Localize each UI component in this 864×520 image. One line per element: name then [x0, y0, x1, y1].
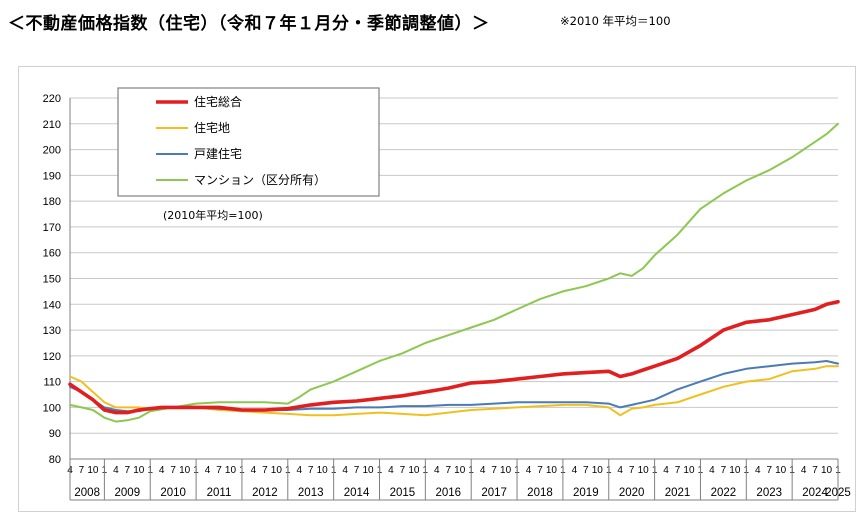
chart-frame — [18, 66, 856, 512]
series-line-3 — [69, 122, 839, 423]
y-tick-label: 200 — [43, 145, 61, 157]
x-month-tick-label: 7 — [675, 465, 681, 476]
x-month-tick-label: 4 — [663, 465, 669, 476]
x-year-label: 2018 — [527, 487, 553, 499]
y-tick-label: 210 — [43, 119, 61, 131]
y-tick-label: 170 — [43, 222, 61, 234]
x-year-label: 2011 — [207, 487, 232, 499]
x-month-tick-label: 7 — [812, 465, 818, 476]
series-lines — [68, 122, 840, 423]
legend-label: マンション（区分所有） — [194, 173, 326, 187]
x-month-tick-label: 4 — [755, 465, 761, 476]
x-month-tick-label: 4 — [205, 465, 211, 476]
x-month-tick-label: 7 — [125, 465, 131, 476]
y-tick-label: 150 — [43, 274, 61, 286]
x-month-tick-label: 4 — [159, 465, 165, 476]
x-year-label: 2010 — [160, 487, 186, 499]
x-month-tick-label: 7 — [491, 465, 497, 476]
x-month-tick-label: 4 — [113, 465, 119, 476]
base-note: (2010年平均=100) — [163, 208, 263, 222]
legend-label: 戸建住宅 — [194, 146, 242, 161]
x-month-tick-label: 10 — [408, 465, 420, 476]
x-month-tick-label: 7 — [629, 465, 635, 476]
x-month-tick-label: 10 — [133, 465, 145, 476]
x-month-tick-label: 4 — [526, 465, 532, 476]
x-month-tick-label: 10 — [592, 465, 604, 476]
x-month-tick-label: 4 — [296, 465, 302, 476]
y-tick-label: 120 — [43, 351, 61, 363]
x-year-label: 2012 — [252, 487, 278, 499]
x-month-tick-label: 7 — [721, 465, 727, 476]
x-month-tick-label: 10 — [546, 465, 558, 476]
x-month-tick-label: 4 — [617, 465, 623, 476]
x-month-tick-label: 4 — [388, 465, 394, 476]
x-month-tick-label: 10 — [362, 465, 374, 476]
y-tick-label: 220 — [43, 93, 61, 105]
x-year-label: 2008 — [74, 487, 100, 499]
y-tick-label: 180 — [43, 196, 61, 208]
x-month-tick-label: 10 — [500, 465, 512, 476]
x-month-tick-label: 10 — [775, 465, 787, 476]
x-month-tick-label: 7 — [354, 465, 360, 476]
x-month-tick-label: 10 — [454, 465, 466, 476]
x-month-tick-label: 10 — [821, 465, 833, 476]
x-year-label: 2020 — [619, 487, 645, 499]
x-month-tick-label: 4 — [434, 465, 440, 476]
x-month-tick-label: 7 — [79, 465, 85, 476]
page-title: ＜不動産価格指数（住宅）（令和７年１月分・季節調整値）＞ — [8, 14, 490, 34]
x-month-tick-label: 10 — [317, 465, 329, 476]
x-year-label: 2021 — [665, 487, 691, 499]
x-month-tick-label: 10 — [271, 465, 283, 476]
x-month-tick-label: 4 — [572, 465, 578, 476]
x-month-tick-label: 7 — [216, 465, 222, 476]
x-year-label: 2024 — [802, 487, 828, 499]
legend-label: 住宅地 — [194, 120, 230, 135]
x-month-tick-label: 10 — [683, 465, 695, 476]
x-year-label: 2015 — [390, 487, 416, 499]
x-month-tick-label: 7 — [170, 465, 176, 476]
base-note-background — [153, 205, 313, 225]
y-tick-label: 140 — [43, 299, 61, 311]
x-month-tick-label: 10 — [225, 465, 237, 476]
x-month-tick-label: 4 — [342, 465, 348, 476]
x-month-tick-label: 4 — [251, 465, 257, 476]
x-month-tick-label: 10 — [179, 465, 191, 476]
x-month-tick-label: 10 — [729, 465, 741, 476]
x-month-tick-label: 10 — [638, 465, 650, 476]
x-year-label: 2019 — [573, 487, 599, 499]
x-month-tick-label: 7 — [766, 465, 772, 476]
base-year-note: ※2010 年平均＝100 — [560, 14, 671, 28]
y-axis: 80 90 100 110 120 130 140 150 160 170 180 190 200 210… — [43, 93, 71, 466]
y-tick-label: 190 — [43, 170, 61, 182]
x-month-tick-label: 10 — [87, 465, 99, 476]
y-tick-label: 110 — [43, 377, 61, 389]
series-line-0 — [68, 299, 840, 415]
x-year-label: 2014 — [344, 487, 370, 499]
x-year-label: 2009 — [115, 487, 141, 499]
legend-label: 住宅総合 — [194, 94, 242, 109]
y-tick-label: 130 — [43, 325, 61, 337]
x-year-label: 2017 — [481, 487, 507, 499]
x-month-tick-label: 7 — [262, 465, 268, 476]
x-month-tick-label: 7 — [583, 465, 589, 476]
y-tick-label: 160 — [43, 248, 61, 260]
legend-box — [117, 87, 380, 197]
x-year-label: 2022 — [711, 487, 737, 499]
x-year-label: 2013 — [298, 487, 324, 499]
x-month-tick-label: 7 — [537, 465, 543, 476]
x-month-tick-label: 4 — [709, 465, 715, 476]
x-month-tick-label: 7 — [400, 465, 406, 476]
x-year-label: 2016 — [435, 487, 461, 499]
x-month-tick-label: 7 — [308, 465, 314, 476]
x-month-tick-label: 4 — [801, 465, 807, 476]
x-month-tick-label: 7 — [445, 465, 451, 476]
x-year-label: 2023 — [756, 487, 782, 499]
x-axis: 4710147101471014710147101471014710147101… — [67, 458, 851, 501]
x-month-tick-label: 4 — [480, 465, 486, 476]
y-tick-label: 80 — [49, 454, 61, 466]
y-tick-label: 90 — [49, 428, 61, 440]
y-tick-label: 100 — [43, 402, 61, 414]
